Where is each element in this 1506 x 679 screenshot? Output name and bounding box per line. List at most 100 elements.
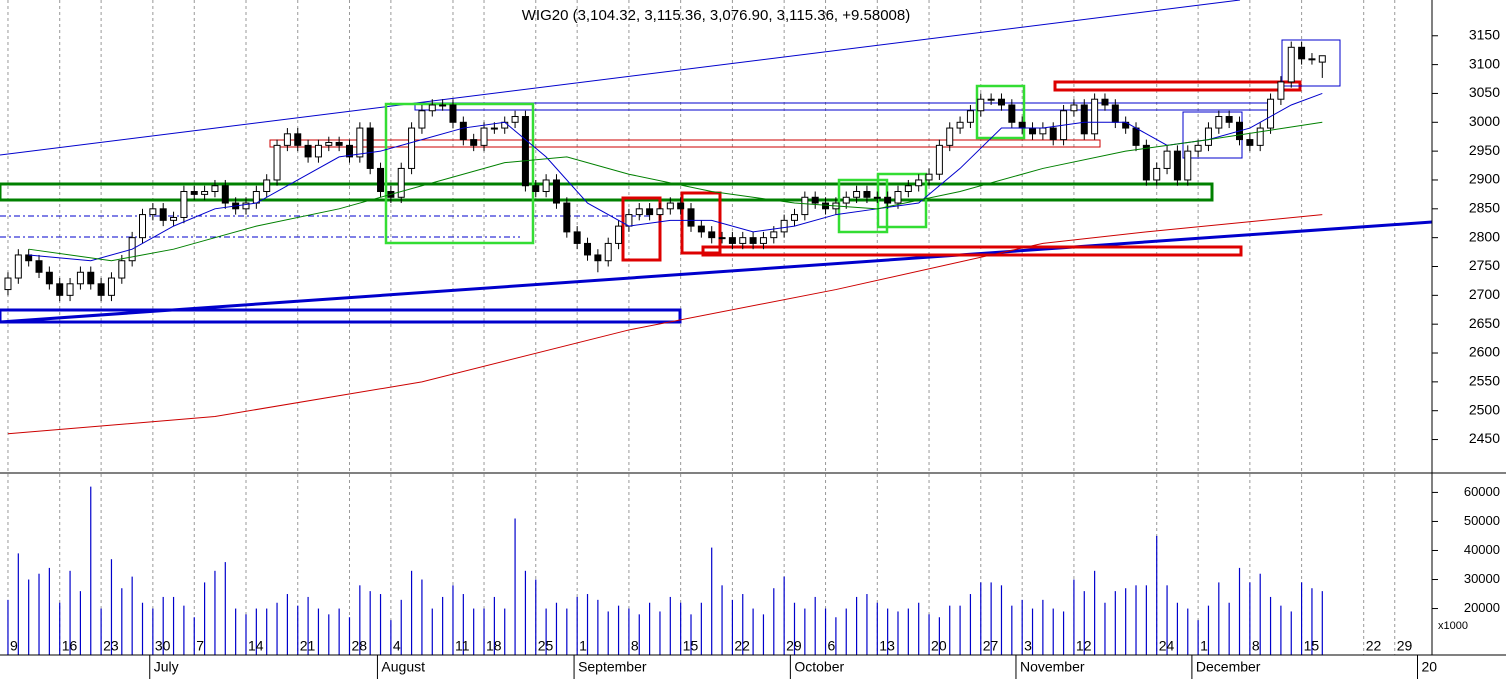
candle-body bbox=[428, 104, 436, 112]
x-tick-label: 3 bbox=[1024, 638, 1032, 654]
candle-body bbox=[1029, 127, 1037, 135]
candle-body bbox=[884, 196, 892, 204]
moving-average bbox=[28, 121, 1323, 262]
x-tick-label: 22 bbox=[734, 638, 750, 654]
candle-body bbox=[1184, 150, 1192, 181]
x-tick-label: 27 bbox=[983, 638, 999, 654]
candle-body bbox=[480, 127, 488, 146]
unit-label: x1000 bbox=[1438, 620, 1468, 632]
candle-body bbox=[811, 196, 819, 204]
candle-body bbox=[1204, 127, 1212, 146]
month-label: December bbox=[1196, 659, 1261, 675]
x-tick-label: 28 bbox=[351, 638, 367, 654]
x-tick-label: 14 bbox=[248, 638, 264, 654]
x-tick-label: 4 bbox=[393, 638, 401, 654]
x-tick-label: 1 bbox=[1200, 638, 1208, 654]
x-tick-label: 7 bbox=[196, 638, 204, 654]
candle-body bbox=[449, 104, 457, 123]
y-tick-label: 2650 bbox=[1469, 315, 1500, 331]
candle-body bbox=[335, 141, 343, 146]
candle-body bbox=[35, 260, 43, 273]
candle-body bbox=[801, 196, 809, 216]
candle-body bbox=[966, 110, 974, 123]
candle-body bbox=[356, 127, 364, 158]
candle-body bbox=[1246, 139, 1254, 146]
candle-body bbox=[470, 139, 478, 146]
candle-body bbox=[1225, 116, 1233, 123]
x-tick-label: 22 bbox=[1366, 638, 1382, 654]
highlight-box bbox=[1281, 39, 1341, 87]
candle-body bbox=[263, 179, 271, 193]
month-label: October bbox=[794, 659, 844, 675]
candle-body bbox=[677, 202, 685, 210]
candle-body bbox=[1008, 104, 1016, 123]
y-tick-label: 2750 bbox=[1469, 257, 1500, 273]
candle-body bbox=[1308, 58, 1316, 61]
candle-body bbox=[325, 141, 333, 146]
candle-body bbox=[977, 98, 985, 112]
y-tick-label: 3000 bbox=[1469, 113, 1500, 129]
x-tick-label: 15 bbox=[683, 638, 699, 654]
candle-body bbox=[1049, 127, 1057, 141]
x-tick-label: 15 bbox=[1304, 638, 1320, 654]
y-tick-label: 2850 bbox=[1469, 200, 1500, 216]
candle-body bbox=[790, 214, 798, 221]
candle-body bbox=[170, 216, 178, 221]
candle-body bbox=[532, 185, 540, 193]
x-tick-label: 16 bbox=[62, 638, 78, 654]
x-tick-label: 11 bbox=[455, 638, 470, 654]
y-tick-label: 2900 bbox=[1469, 171, 1500, 187]
candle-body bbox=[739, 237, 747, 244]
zone-box bbox=[0, 182, 1214, 202]
y-tick-label: 2600 bbox=[1469, 344, 1500, 360]
candle-body bbox=[666, 202, 674, 210]
y-tick-label: 2700 bbox=[1469, 286, 1500, 302]
candle-body bbox=[615, 225, 623, 244]
candle-body bbox=[594, 254, 602, 262]
candle-body bbox=[66, 283, 74, 296]
candle-body bbox=[853, 191, 861, 198]
candle-body bbox=[697, 225, 705, 233]
candle-body bbox=[14, 254, 22, 279]
candle-body bbox=[87, 271, 95, 285]
candle-body bbox=[377, 167, 385, 193]
candle-body bbox=[646, 208, 654, 216]
x-tick-label: 13 bbox=[879, 638, 895, 654]
month-label: 20 bbox=[1422, 659, 1438, 675]
candle-body bbox=[56, 283, 64, 296]
candle-body bbox=[273, 144, 281, 181]
candle-body bbox=[542, 179, 550, 193]
y-tick-label: 2950 bbox=[1469, 142, 1500, 158]
candle-body bbox=[1318, 55, 1326, 63]
moving-average bbox=[28, 92, 1323, 262]
y-tick-label: 50000 bbox=[1464, 513, 1500, 528]
candle-body bbox=[366, 127, 374, 169]
candle-body bbox=[1163, 150, 1171, 169]
month-label: November bbox=[1020, 659, 1085, 675]
candle-body bbox=[987, 98, 995, 101]
candle-body bbox=[1111, 104, 1119, 123]
candle-body bbox=[718, 237, 726, 240]
candle-body bbox=[1132, 127, 1140, 146]
highlight-box bbox=[876, 172, 928, 229]
trend-line bbox=[0, 0, 1241, 156]
y-tick-label: 2800 bbox=[1469, 228, 1500, 244]
highlight-box bbox=[384, 102, 535, 245]
x-tick-label: 20 bbox=[931, 638, 947, 654]
candle-body bbox=[490, 127, 498, 130]
y-tick-label: 3150 bbox=[1469, 26, 1500, 42]
month-label: August bbox=[381, 659, 425, 675]
candle-body bbox=[925, 173, 933, 181]
candle-body bbox=[770, 231, 778, 239]
x-tick-label: 30 bbox=[155, 638, 171, 654]
candle-body bbox=[563, 202, 571, 233]
candle-body bbox=[149, 208, 157, 216]
candle-body bbox=[25, 254, 33, 262]
candle-body bbox=[397, 167, 405, 198]
candle-body bbox=[842, 196, 850, 204]
chart-title: WIG20 (3,104.32, 3,115.36, 3,076.90, 3,1… bbox=[522, 7, 910, 24]
candle-body bbox=[304, 144, 312, 158]
candle-body bbox=[1039, 127, 1047, 135]
